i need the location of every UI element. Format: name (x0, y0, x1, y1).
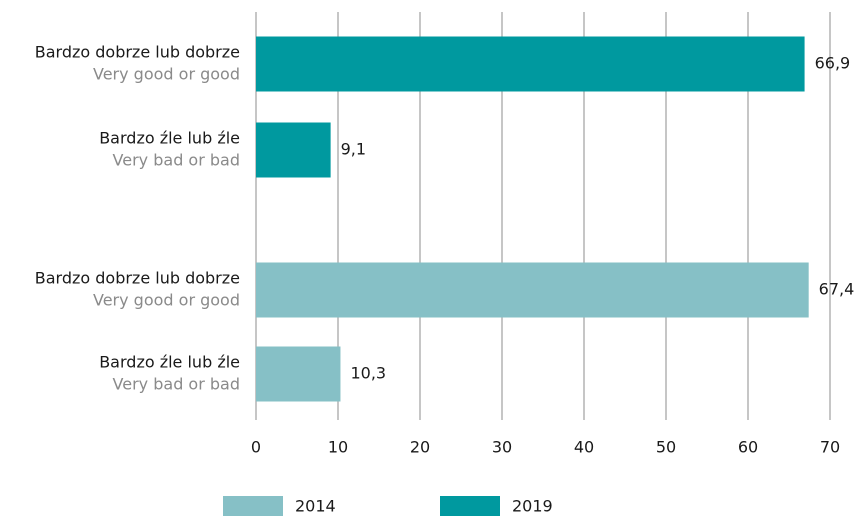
legend-label: 2014 (295, 497, 336, 516)
bar (256, 122, 331, 178)
x-tick-label: 30 (492, 438, 512, 457)
category-label: Bardzo źle lub źle (99, 129, 240, 148)
value-label: 10,3 (350, 364, 386, 383)
legend-swatch (440, 496, 500, 516)
bar (256, 36, 805, 92)
x-tick-label: 60 (738, 438, 758, 457)
x-tick-label: 70 (820, 438, 840, 457)
category-sublabel: Very bad or bad (113, 151, 240, 170)
legend-label: 2019 (512, 497, 553, 516)
x-tick-label: 20 (410, 438, 430, 457)
x-tick-label: 50 (656, 438, 676, 457)
x-tick-label: 0 (251, 438, 261, 457)
category-sublabel: Very bad or bad (113, 375, 240, 394)
category-label: Bardzo dobrze lub dobrze (35, 269, 240, 288)
legend-swatch (223, 496, 283, 516)
category-sublabel: Very good or good (93, 65, 240, 84)
bar (256, 262, 809, 318)
x-tick-label: 10 (328, 438, 348, 457)
category-label: Bardzo dobrze lub dobrze (35, 43, 240, 62)
category-label: Bardzo źle lub źle (99, 353, 240, 372)
category-sublabel: Very good or good (93, 291, 240, 310)
value-label: 66,9 (815, 54, 851, 73)
x-tick-label: 40 (574, 438, 594, 457)
bar (256, 346, 341, 402)
value-label: 67,4 (819, 280, 855, 299)
value-label: 9,1 (341, 140, 366, 159)
